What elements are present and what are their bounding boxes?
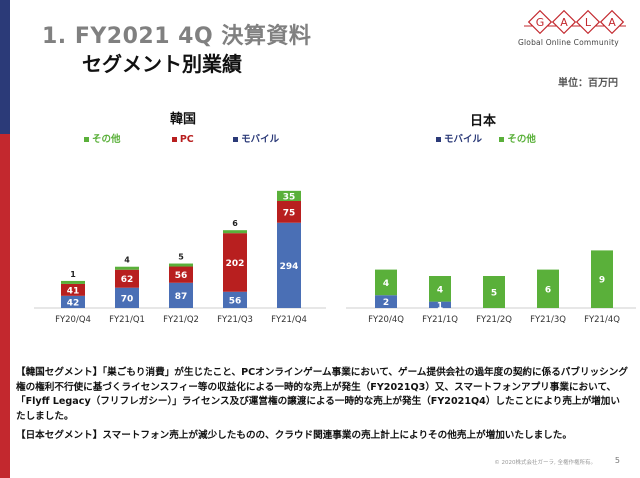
bar-label-その他-3: 6 — [232, 219, 238, 228]
bar-label-その他-1: 4 — [437, 285, 443, 295]
bar-label-その他-1: 4 — [124, 256, 130, 265]
bar-モバイル-1 — [115, 287, 139, 308]
logo-letter-2: A — [560, 16, 568, 29]
x-tick-label-4: FY21/Q4 — [271, 315, 307, 325]
legend-label-pc: PC — [179, 134, 194, 145]
bar-label-PC-2: 56 — [175, 271, 188, 281]
korea-legend: その他 PC モバイル — [84, 131, 307, 145]
bar-その他-3 — [223, 230, 247, 234]
gala-logo: G A L A — [524, 9, 626, 35]
bar-その他-3 — [537, 269, 559, 308]
japan-segment-note: 【日本セグメント】スマートフォン売上が減少したものの、クラウド関連事業の売上計上… — [16, 430, 572, 441]
bar-label-モバイル-2: 87 — [175, 292, 188, 302]
left-accent-bar-red — [0, 134, 10, 478]
bar-その他-2 — [483, 276, 505, 308]
copyright-text: © 2020株式会社ガーラ, 全権作権所有。 — [494, 460, 596, 466]
korea-segment-chart: 42 41 1 FY20/Q4 70 62 4 FY21/Q1 87 56 5 FY21/Q2 56 20… — [34, 190, 326, 325]
legend-label-mobile: モバイル — [444, 134, 483, 145]
bar-label-モバイル-1: 70 — [121, 294, 134, 304]
bar-PC-1 — [115, 269, 139, 288]
bar-label-その他-4: 35 — [283, 192, 296, 202]
x-tick-label-0: FY20/4Q — [368, 315, 404, 325]
legend-label-other: その他 — [507, 134, 536, 145]
bar-その他-1 — [115, 266, 139, 270]
bar-その他-0 — [61, 280, 85, 284]
bar-モバイル-3 — [223, 291, 247, 308]
left-accent-bar — [0, 0, 10, 478]
left-accent-bar-blue — [0, 0, 10, 134]
bar-PC-0 — [61, 283, 85, 296]
bar-PC-4 — [277, 200, 301, 223]
bar-label-PC-1: 62 — [121, 275, 134, 285]
bar-その他-4 — [591, 250, 613, 308]
japan-legend-other: その他 — [499, 134, 536, 145]
bar-label-モバイル-1: 1 — [437, 301, 443, 311]
logo-diamond-l: L — [575, 9, 601, 35]
bar-モバイル-0 — [61, 295, 85, 308]
bar-PC-3 — [223, 233, 247, 292]
bar-label-PC-3: 202 — [226, 259, 245, 269]
bar-その他-1 — [429, 276, 451, 302]
japan-segment-chart: 2 4 FY20/4Q 1 4 FY21/1Q 5 FY21/2Q 6 FY21/3Q 9 FY21/… — [346, 250, 636, 325]
unit-label: 単位：百万円 — [558, 78, 618, 89]
x-tick-label-1: FY21/1Q — [422, 315, 458, 325]
bar-モバイル-2 — [169, 282, 193, 308]
logo-letter-1: G — [536, 16, 545, 29]
logo-diamond-g: G — [527, 9, 553, 35]
bar-モバイル-1 — [429, 301, 451, 308]
bar-PC-2 — [169, 266, 193, 283]
korea-chart-title: 韓国 — [170, 112, 197, 127]
page-subtitle: セグメント別業績 — [82, 52, 242, 76]
x-tick-label-3: FY21/Q3 — [217, 315, 253, 325]
bar-モバイル-4 — [277, 222, 301, 308]
bar-label-PC-0: 41 — [67, 286, 80, 296]
bar-label-モバイル-3: 56 — [229, 296, 242, 306]
bar-その他-4 — [277, 190, 301, 201]
korea-legend-other: その他 — [84, 134, 121, 145]
bar-label-その他-4: 9 — [599, 276, 605, 286]
legend-swatch-mobile — [436, 137, 441, 142]
japan-legend-mobile: モバイル — [436, 134, 482, 145]
logo-diamond-a2: A — [599, 9, 625, 35]
bar-その他-2 — [169, 263, 193, 267]
legend-swatch-other — [84, 137, 89, 142]
legend-swatch-mobile — [233, 137, 239, 142]
bar-label-モバイル-4: 294 — [280, 262, 299, 272]
japan-legend: モバイル その他 — [436, 131, 564, 145]
x-tick-label-3: FY21/3Q — [530, 315, 566, 325]
legend-label-mobile: モバイル — [241, 134, 280, 145]
korea-legend-mobile: モバイル — [233, 134, 279, 145]
logo-letter-3: L — [585, 16, 592, 29]
japan-chart-title: 日本 — [470, 114, 497, 129]
bar-label-その他-2: 5 — [491, 289, 497, 299]
x-tick-label-1: FY21/Q1 — [109, 315, 145, 325]
bar-その他-0 — [375, 269, 397, 296]
bar-label-その他-2: 5 — [178, 253, 184, 262]
bar-label-その他-3: 6 — [545, 285, 551, 295]
logo-letter-4: A — [608, 16, 616, 29]
legend-label-other: その他 — [92, 134, 121, 145]
bar-label-その他-0: 4 — [383, 279, 389, 289]
bar-label-モバイル-0: 2 — [383, 298, 389, 308]
legend-swatch-pc — [171, 137, 177, 142]
bar-label-その他-0: 1 — [70, 270, 76, 279]
page-title: 1. FY2021 4Q 決算資料 — [42, 24, 312, 49]
bar-label-モバイル-0: 42 — [67, 298, 80, 308]
x-tick-label-2: FY21/2Q — [476, 315, 512, 325]
notes-section: 【韓国セグメント】「巣ごもり消費」が生じたこと、PCオンラインゲーム事業において… — [16, 366, 628, 449]
logo-tagline: Global Online Community — [518, 38, 619, 47]
legend-swatch-other — [499, 137, 505, 142]
bar-label-PC-4: 75 — [283, 208, 296, 218]
korea-segment-note: 【韓国セグメント】「巣ごもり消費」が生じたこと、PCオンラインゲーム事業において… — [16, 367, 628, 422]
x-tick-label-2: FY21/Q2 — [163, 315, 199, 325]
korea-legend-pc: PC — [171, 134, 194, 145]
x-tick-label-4: FY21/4Q — [584, 315, 620, 325]
page-number: 5 — [614, 456, 620, 465]
bar-モバイル-0 — [375, 295, 397, 308]
x-tick-label-0: FY20/Q4 — [55, 315, 91, 325]
logo-diamond-a1: A — [551, 9, 577, 35]
